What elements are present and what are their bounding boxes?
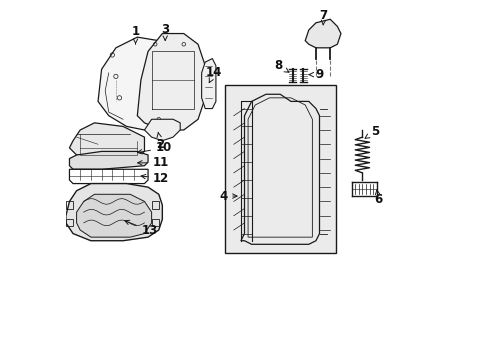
- Text: 7: 7: [319, 9, 327, 25]
- Polygon shape: [144, 119, 180, 141]
- Polygon shape: [77, 194, 151, 237]
- Text: 11: 11: [137, 156, 168, 169]
- Text: 13: 13: [124, 220, 158, 237]
- Polygon shape: [305, 19, 340, 48]
- Text: 14: 14: [205, 66, 222, 83]
- Polygon shape: [69, 152, 148, 169]
- Bar: [151, 202, 159, 208]
- Bar: [66, 202, 73, 208]
- Polygon shape: [98, 37, 173, 130]
- Text: 4: 4: [219, 190, 237, 203]
- Polygon shape: [137, 33, 205, 130]
- Bar: [151, 219, 159, 226]
- Text: 12: 12: [141, 172, 168, 185]
- Text: 1: 1: [131, 25, 140, 44]
- Polygon shape: [66, 184, 162, 241]
- Text: 10: 10: [137, 141, 172, 154]
- Text: 3: 3: [161, 23, 169, 40]
- Text: 9: 9: [308, 68, 323, 81]
- Text: 2: 2: [156, 132, 164, 151]
- Text: 8: 8: [274, 59, 288, 72]
- Polygon shape: [69, 123, 144, 162]
- Text: 6: 6: [374, 190, 382, 206]
- Bar: [66, 219, 73, 226]
- FancyBboxPatch shape: [224, 85, 335, 253]
- Polygon shape: [201, 59, 216, 109]
- Text: 5: 5: [365, 125, 378, 138]
